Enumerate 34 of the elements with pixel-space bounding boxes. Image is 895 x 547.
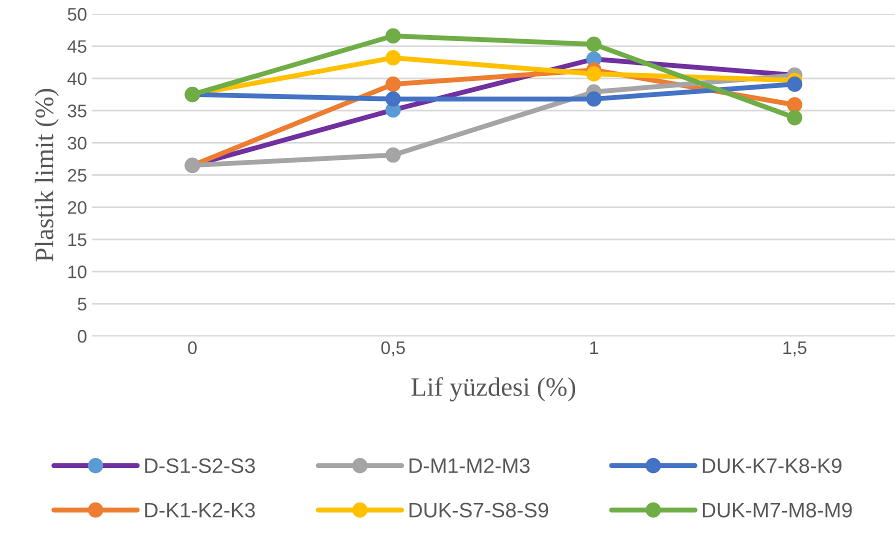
point — [385, 28, 401, 44]
y-tick-label: 15 — [68, 234, 86, 246]
x-tick-label: 0 — [188, 341, 197, 354]
y-tick-label: 45 — [67, 40, 86, 53]
x-tick-label: 0,5 — [381, 341, 405, 356]
point — [385, 91, 401, 107]
y-tick-label: 10 — [68, 266, 86, 278]
point — [385, 76, 401, 92]
point — [786, 110, 802, 126]
point — [385, 147, 401, 163]
x-tick-label: 1,5 — [783, 342, 806, 356]
x-tick-label: 1 — [590, 342, 598, 354]
legend-label: DUK-S7-S8-S9 — [410, 502, 548, 518]
y-tick-label: 5 — [78, 298, 86, 311]
point — [385, 50, 401, 66]
y-tick-label: 20 — [68, 201, 86, 214]
legend-label: DUK-M7-M8-M9 — [702, 502, 852, 518]
point — [786, 97, 802, 112]
y-axis-title: Plastik limit (%) — [34, 88, 59, 262]
point — [586, 36, 602, 52]
legend-label: D-S1-S2-S3 — [145, 458, 255, 474]
legend-label: D-M1-M2-M3 — [410, 458, 530, 474]
legend-label: D-K1-K2-K3 — [145, 502, 255, 518]
y-tick-label: 50 — [68, 8, 86, 21]
point — [586, 91, 602, 107]
x-axis-title: Lif yüzdesi (%) — [411, 377, 576, 402]
y-tick-label: 35 — [68, 104, 86, 118]
legend-label: DUK-K7-K8-K9 — [702, 458, 842, 474]
y-tick-label: 0 — [78, 330, 86, 343]
y-tick-label: 40 — [67, 72, 86, 86]
point — [586, 66, 602, 82]
point — [786, 76, 802, 92]
y-tick-label: 30 — [68, 136, 86, 150]
y-tick-label: 25 — [68, 168, 86, 182]
